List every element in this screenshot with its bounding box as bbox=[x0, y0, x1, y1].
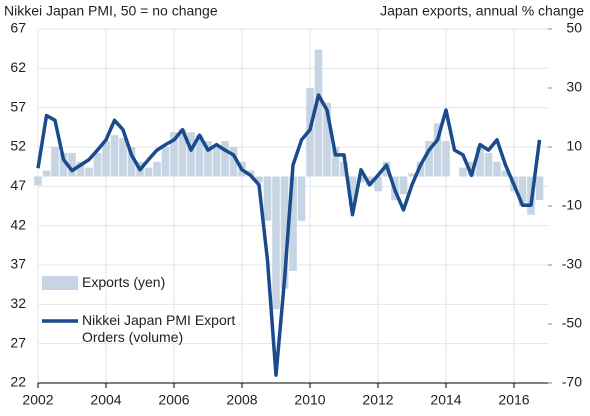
bar bbox=[42, 170, 51, 177]
bar bbox=[518, 176, 527, 206]
y-tick-label: 47 bbox=[10, 177, 26, 193]
y-tick-label: 67 bbox=[10, 20, 26, 36]
bar bbox=[459, 167, 467, 177]
x-tick-label: 2012 bbox=[362, 392, 393, 408]
chart-title: Nikkei Japan PMI, 50 = no change bbox=[4, 3, 218, 19]
bar bbox=[110, 135, 119, 177]
y-tick-label: 62 bbox=[10, 59, 26, 75]
bar bbox=[484, 152, 493, 177]
bar bbox=[119, 138, 127, 177]
bar bbox=[365, 176, 374, 186]
bar bbox=[535, 176, 544, 201]
bar bbox=[34, 176, 42, 186]
bar bbox=[314, 49, 323, 177]
bar bbox=[229, 147, 238, 177]
bar bbox=[331, 147, 340, 177]
x-tick-label: 2014 bbox=[430, 392, 461, 408]
bar bbox=[161, 147, 170, 177]
line bbox=[36, 93, 542, 377]
y-tick-label: 22 bbox=[10, 374, 26, 390]
bar bbox=[153, 161, 161, 177]
y-tick-label: 52 bbox=[10, 138, 26, 154]
bar bbox=[255, 176, 263, 183]
bar bbox=[144, 167, 153, 177]
y-tick-label: 27 bbox=[10, 334, 26, 350]
x-tick-label: 2010 bbox=[294, 392, 325, 408]
x-tick-label: 2016 bbox=[498, 392, 529, 408]
y-tick-label: 37 bbox=[10, 256, 26, 272]
bar bbox=[170, 132, 178, 177]
bar bbox=[357, 176, 365, 183]
y2-tick-label: -10 bbox=[562, 197, 582, 213]
y2-tick-label: 50 bbox=[566, 20, 582, 36]
y2-tick-label: 10 bbox=[566, 138, 582, 154]
bar bbox=[408, 173, 416, 177]
bar bbox=[195, 135, 204, 177]
y-tick-label: 32 bbox=[10, 295, 26, 311]
bar bbox=[51, 147, 59, 177]
x-tick-label: 2006 bbox=[158, 392, 189, 408]
bar bbox=[433, 123, 442, 177]
bar bbox=[102, 141, 110, 177]
y-tick-label: 42 bbox=[10, 216, 26, 232]
bar bbox=[272, 176, 280, 310]
bar bbox=[289, 176, 297, 271]
y2-tick-label: -70 bbox=[562, 374, 582, 390]
bar bbox=[204, 141, 212, 177]
bar bbox=[348, 176, 357, 206]
legend-label: Exports (yen) bbox=[82, 274, 166, 290]
bar bbox=[59, 152, 68, 177]
bar bbox=[399, 176, 408, 195]
bar bbox=[280, 176, 289, 289]
bar bbox=[85, 167, 93, 177]
bar bbox=[476, 147, 484, 177]
bar bbox=[340, 161, 348, 177]
x-tick-label: 2008 bbox=[226, 392, 257, 408]
bar bbox=[501, 170, 510, 177]
bar bbox=[127, 147, 136, 177]
bar bbox=[425, 141, 433, 177]
y2-title: Japan exports, annual % change bbox=[380, 3, 584, 19]
bar bbox=[68, 152, 76, 177]
legend-label: Nikkei Japan PMI Export Orders (volume) bbox=[82, 312, 236, 345]
bar bbox=[263, 176, 272, 221]
y2-tick-label: -50 bbox=[562, 315, 582, 331]
x-tick-label: 2002 bbox=[22, 392, 53, 408]
legend-swatch bbox=[42, 276, 78, 290]
y2-tick-label: 30 bbox=[566, 79, 582, 95]
bar bbox=[323, 102, 331, 177]
x-tick-label: 2004 bbox=[90, 392, 121, 408]
bar bbox=[374, 176, 382, 192]
bar bbox=[187, 132, 195, 177]
y-tick-label: 57 bbox=[10, 98, 26, 114]
bar bbox=[221, 141, 229, 177]
bar bbox=[493, 161, 501, 177]
bar bbox=[297, 176, 306, 221]
bar bbox=[93, 152, 102, 177]
bar bbox=[178, 129, 187, 177]
bar bbox=[442, 141, 450, 177]
y2-tick-label: -30 bbox=[562, 256, 582, 272]
bar bbox=[76, 161, 85, 177]
bar bbox=[212, 147, 221, 177]
